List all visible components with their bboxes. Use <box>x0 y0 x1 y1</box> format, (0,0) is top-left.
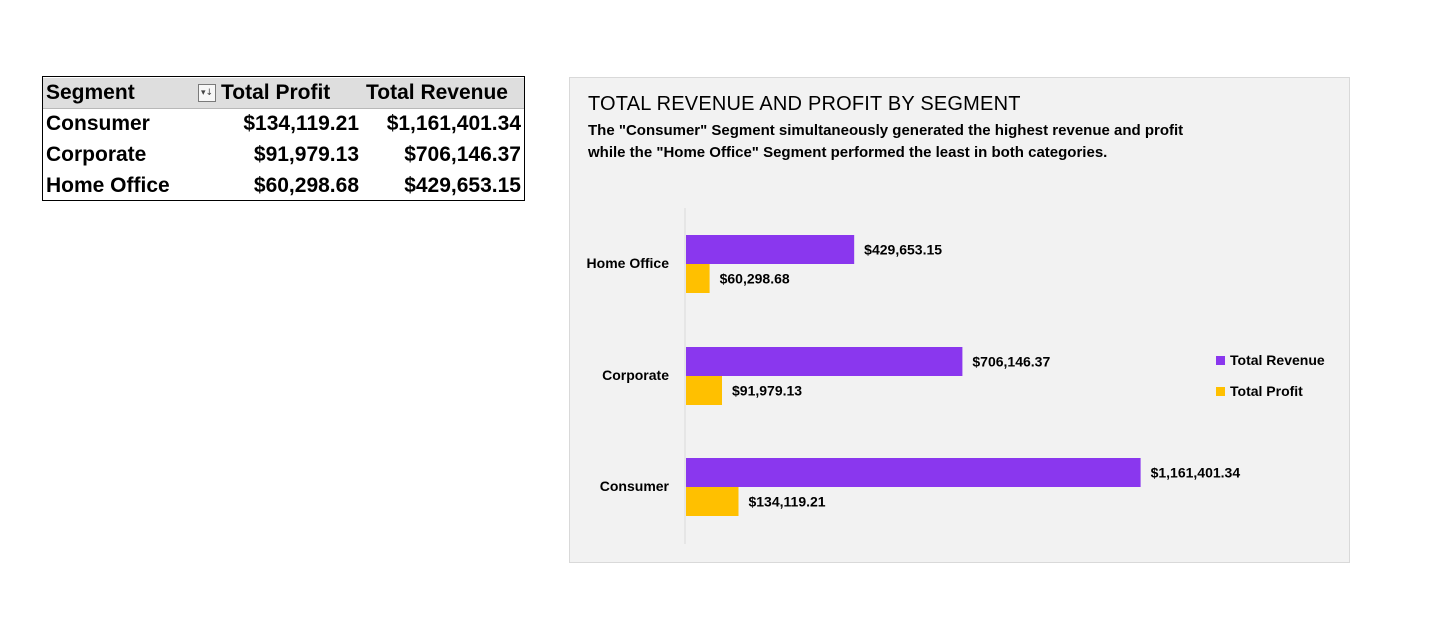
header-total-revenue[interactable]: Total Revenue <box>366 81 508 104</box>
profit-bar[interactable] <box>686 264 710 293</box>
legend-item-total-revenue[interactable]: Total Revenue <box>1216 350 1325 381</box>
profit-cell[interactable]: $60,298.68 <box>253 174 359 197</box>
revenue-cell[interactable]: $429,653.15 <box>404 174 521 197</box>
bar-chart-plot[interactable]: Home Office $429,653.15 $60,298.68 Corporat… <box>570 78 1349 562</box>
profit-data-label[interactable]: $91,979.13 <box>732 383 802 399</box>
legend-label: Total Revenue <box>1230 352 1325 368</box>
sort-filter-icon[interactable]: ▾↓ <box>198 84 216 102</box>
revenue-data-label[interactable]: $706,146.37 <box>972 354 1050 370</box>
pivot-header-row: Segment ▾↓ Total Profit Total Revenue <box>43 78 524 109</box>
revenue-cell[interactable]: $1,161,401.34 <box>386 112 521 135</box>
legend-swatch-profit <box>1216 387 1225 396</box>
chart-title[interactable]: TOTAL REVENUE AND PROFIT BY SEGMENT <box>588 93 1021 115</box>
segment-cell[interactable]: Home Office <box>46 174 170 197</box>
revenue-cell[interactable]: $706,146.37 <box>404 143 521 166</box>
legend-swatch-revenue <box>1216 356 1225 365</box>
revenue-bar[interactable] <box>686 235 855 264</box>
profit-bar[interactable] <box>686 487 739 516</box>
revenue-data-label[interactable]: $429,653.15 <box>864 242 942 258</box>
profit-cell[interactable]: $134,119.21 <box>243 112 359 135</box>
segment-cell[interactable]: Consumer <box>46 112 150 135</box>
profit-data-label[interactable]: $134,119.21 <box>748 494 825 510</box>
category-label[interactable]: Home Office <box>587 255 670 271</box>
header-segment[interactable]: Segment <box>46 81 135 104</box>
revenue-bar[interactable] <box>686 347 963 376</box>
revenue-bar[interactable] <box>686 458 1141 487</box>
category-label[interactable]: Consumer <box>600 478 670 494</box>
category-label[interactable]: Corporate <box>602 367 669 383</box>
chart-area[interactable]: TOTAL REVENUE AND PROFIT BY SEGMENT The … <box>569 77 1350 563</box>
header-total-profit[interactable]: Total Profit <box>221 81 331 104</box>
chart-subtitle[interactable]: The "Consumer" Segment simultaneously ge… <box>588 122 1184 161</box>
profit-data-label[interactable]: $60,298.68 <box>720 271 790 287</box>
segment-cell[interactable]: Corporate <box>46 143 147 166</box>
revenue-data-label[interactable]: $1,161,401.34 <box>1151 465 1241 481</box>
table-row[interactable]: Consumer $134,119.21 $1,161,401.34 <box>43 109 524 139</box>
table-row[interactable]: Corporate $91,979.13 $706,146.37 <box>43 140 524 170</box>
legend-item-total-profit[interactable]: Total Profit <box>1216 381 1325 412</box>
profit-cell[interactable]: $91,979.13 <box>253 143 359 166</box>
legend-label: Total Profit <box>1230 383 1303 399</box>
profit-bar[interactable] <box>686 376 723 405</box>
chart-legend[interactable]: Total Revenue Total Profit <box>1216 350 1325 412</box>
table-row[interactable]: Home Office $60,298.68 $429,653.15 <box>43 171 524 201</box>
pivot-table: Segment ▾↓ Total Profit Total Revenue Co… <box>42 76 525 201</box>
